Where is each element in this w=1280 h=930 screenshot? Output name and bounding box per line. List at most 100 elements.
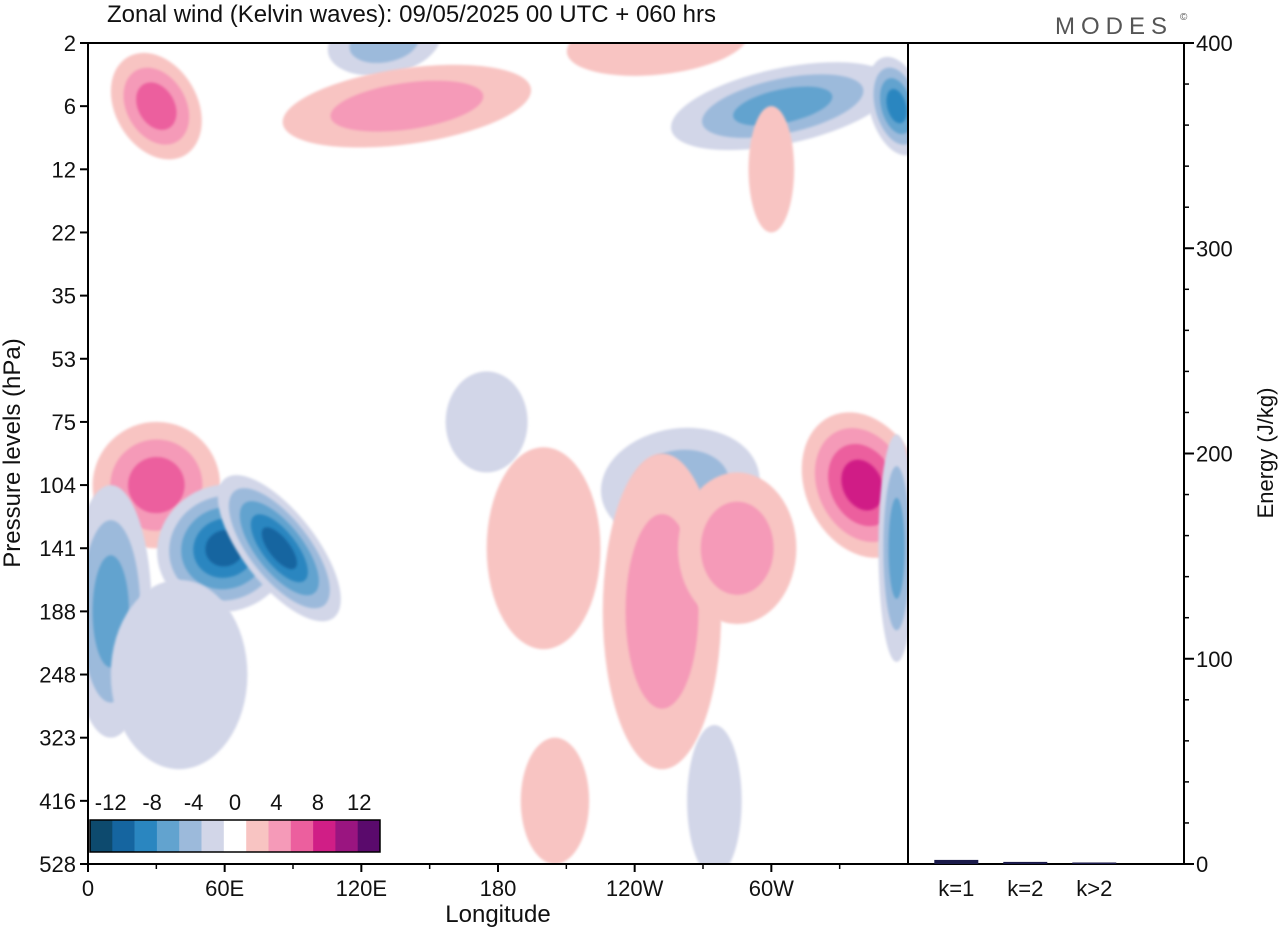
contour-band [486, 447, 601, 650]
wind-anomaly-6 [486, 447, 601, 650]
energy-bar-plot: k=1 k=2 k>2 0 100 200 300 400 Energy (J/kg) [907, 31, 1278, 901]
y-tick-label: 141 [39, 536, 76, 561]
contour-band [445, 371, 528, 473]
energy-category-label: k>2 [1076, 876, 1112, 901]
colorbar-swatch [112, 820, 135, 852]
wind-anomaly-16 [110, 52, 202, 160]
contour-band [110, 579, 248, 770]
contour-band [520, 737, 590, 864]
y-tick-label: 22 [52, 220, 76, 245]
energy-frame [907, 42, 1185, 865]
colorbar-swatch [246, 820, 269, 852]
x-tick-label: 120W [606, 876, 664, 901]
contour-band [700, 501, 774, 595]
colorbar-frame [89, 819, 381, 853]
energy-axes: 0 100 200 300 400 [1184, 31, 1233, 877]
contour-band [128, 456, 185, 514]
colorbar-label: -4 [184, 790, 204, 815]
x-tick-label: 60E [205, 876, 244, 901]
contour-band [349, 43, 419, 64]
y-tick-label: 248 [39, 663, 76, 688]
energy-bars: k=1 k=2 k>2 [934, 859, 1117, 901]
colorbar-label: 12 [347, 790, 371, 815]
wind-anomaly-15 [566, 43, 749, 76]
energy-category-label: k=2 [1007, 876, 1043, 901]
energy-bar [934, 859, 979, 864]
colorbar-label: 0 [229, 790, 241, 815]
wind-anomaly-12 [282, 64, 532, 148]
wind-anomaly-10 [878, 434, 908, 662]
contour-band [733, 86, 833, 126]
contour-band [888, 497, 905, 599]
colorbar-label: -12 [95, 790, 127, 815]
colorbar-label: 8 [312, 790, 324, 815]
y-tick-label: 12 [52, 157, 76, 182]
x-tick-label: 180 [480, 876, 517, 901]
wind-anomaly-14 [867, 56, 908, 156]
energy-axis-label: Energy (J/kg) [1253, 388, 1278, 519]
colorbar-swatch [201, 820, 225, 852]
y-tick-label: 188 [39, 599, 76, 624]
colorbar-swatch [268, 820, 292, 852]
y-axis-label: Pressure levels (hPa) [0, 338, 26, 567]
contour-band [566, 43, 749, 76]
y-tick-label: 104 [39, 473, 76, 498]
y-tick-label: 2 [64, 31, 76, 56]
colorbar-swatch [357, 820, 381, 852]
x-tick-label: 0 [82, 876, 94, 901]
energy-bar [1003, 861, 1048, 864]
modes-logo-mark: © [1180, 12, 1188, 23]
energy-bar [1072, 862, 1117, 864]
contour-band [330, 80, 484, 132]
wind-anomaly-11 [327, 43, 441, 76]
y-tick-label: 323 [39, 726, 76, 751]
colorbar-swatch [179, 820, 202, 852]
heatmap-contours [88, 43, 908, 864]
energy-y-tick-label: 200 [1196, 442, 1233, 467]
y-tick-label: 35 [52, 284, 76, 309]
contour-band [136, 82, 177, 130]
y-tick-label: 528 [39, 852, 76, 877]
x-tick-label: 60W [749, 876, 794, 901]
x-tick-label: 120E [336, 876, 387, 901]
y-tick-label: 75 [52, 410, 76, 435]
energy-category-label: k=1 [938, 876, 974, 901]
wind-anomaly-13 [671, 62, 895, 151]
y-tick-label: 416 [39, 789, 76, 814]
y-tick-label: 53 [52, 347, 76, 372]
contour-band [327, 43, 441, 76]
energy-y-tick-label: 0 [1196, 852, 1208, 877]
chart-title: Zonal wind (Kelvin waves): 09/05/2025 00… [107, 1, 716, 28]
energy-y-tick-label: 100 [1196, 647, 1233, 672]
colorbar-swatch [223, 820, 247, 852]
colorbar: -12 -8 -4 0 4 8 12 [89, 790, 381, 853]
wind-anomaly-19 [687, 725, 742, 864]
colorbar-label: -8 [142, 790, 162, 815]
colorbar-swatch [313, 820, 336, 852]
colorbar-swatch [290, 820, 314, 852]
colorbar-swatch [90, 820, 113, 852]
contour-band [748, 106, 795, 233]
wind-anomaly-4 [110, 579, 248, 770]
x-axis-label: Longitude [445, 901, 550, 928]
wind-anomaly-17 [748, 106, 795, 233]
energy-y-tick-label: 400 [1196, 31, 1233, 56]
colorbar-swatch [134, 820, 158, 852]
colorbar-label: 4 [270, 790, 282, 815]
modes-logo-text: MODES [1055, 13, 1173, 40]
wind-anomaly-8 [677, 472, 797, 625]
colorbar-swatch [156, 820, 180, 852]
colorbar-swatch [335, 820, 358, 852]
modes-logo: MODES © [1055, 12, 1188, 40]
wind-anomaly-2 [217, 475, 341, 622]
heatmap-plot: -12 -8 -4 0 4 8 12 2 6 12 22 35 53 75 104 141 188 248 323… [0, 31, 909, 928]
contour-band [841, 459, 884, 511]
wind-anomaly-20 [445, 371, 528, 473]
contour-band [687, 725, 742, 864]
contour-band [886, 88, 907, 124]
wind-anomaly-18 [520, 737, 590, 864]
y-tick-label: 6 [64, 94, 76, 119]
contour-band [261, 527, 297, 570]
